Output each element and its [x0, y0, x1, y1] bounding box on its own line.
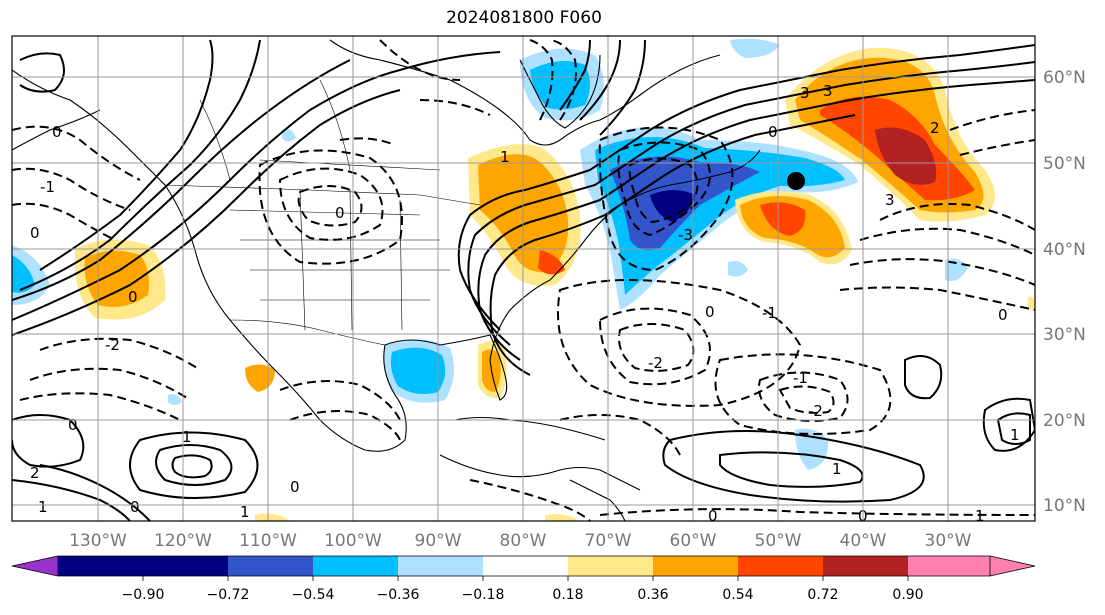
colorbar-extend-low [11, 555, 59, 577]
contour-label: 3 [885, 191, 895, 209]
lat-label: 60°N [1043, 68, 1086, 88]
contour-label: 0 [128, 288, 138, 306]
colorbar-extend-high [989, 555, 1036, 577]
contour-label: -3 [678, 226, 693, 244]
lon-label: 100°W [324, 531, 382, 551]
lon-label: 60°W [670, 531, 717, 551]
lon-label: 50°W [755, 531, 802, 551]
colorbar-tick-label: −0.36 [377, 587, 420, 603]
colorbar-tick-label: −0.72 [207, 587, 250, 603]
contour-label: 1 [1010, 426, 1020, 444]
colorbar-segment [738, 556, 823, 576]
contour-label: 2 [30, 464, 40, 482]
political-borders [164, 79, 481, 346]
contour-label: 0 [768, 123, 778, 141]
anomaly-shading [12, 38, 1035, 521]
contours-negative [12, 39, 1035, 521]
colorbar-segment [143, 556, 228, 576]
lat-label: 30°N [1043, 325, 1086, 345]
colorbar-tick-label: −0.54 [292, 587, 335, 603]
lat-label: 50°N [1043, 154, 1086, 174]
colorbar-segment [58, 556, 143, 576]
colorbar-segment [653, 556, 738, 576]
contour-label: -1 [762, 304, 777, 322]
colorbar-tick-label: −0.18 [462, 587, 505, 603]
lat-label: 20°N [1043, 411, 1086, 431]
contour-label: 1 [240, 503, 250, 521]
contour-labels: 0 -1 0 0 -2 0 -2 -3 3 3 2 3 0 0 -1 -1 -2… [30, 82, 1020, 525]
colorbar-segment [398, 556, 483, 576]
map-title: 2024081800 F060 [446, 8, 602, 28]
contour-label: -2 [105, 336, 120, 354]
longitude-labels: 130°W 120°W 110°W 100°W 90°W 80°W 70°W 6… [69, 531, 972, 551]
contour-label: 3 [823, 82, 833, 100]
colorbar-segment [483, 556, 568, 576]
lon-label: 120°W [154, 531, 212, 551]
contour-label: -2 [808, 402, 823, 420]
lat-label: 40°N [1043, 240, 1086, 260]
contour-label: 0 [290, 478, 300, 496]
contour-label: 1 [975, 507, 985, 525]
colorbar-segment [228, 556, 313, 576]
contour-label: 0 [52, 123, 62, 141]
lon-label: 130°W [69, 531, 127, 551]
contour-label: 1 [38, 498, 48, 516]
location-marker [787, 172, 805, 190]
contour-label: 0 [998, 306, 1008, 324]
coastlines [12, 39, 761, 521]
lon-label: 110°W [239, 531, 297, 551]
contour-label: 1 [182, 428, 192, 446]
colorbar-tick-label: 0.36 [637, 587, 668, 603]
contours-positive [12, 39, 1035, 521]
colorbar-tick-label: 0.18 [552, 587, 583, 603]
colorbar: −0.90 −0.72 −0.54 −0.36 −0.18 0.18 0.36 … [11, 555, 1036, 603]
contour-label: 3 [800, 84, 810, 102]
lon-label: 90°W [415, 531, 462, 551]
contour-label: 0 [130, 498, 140, 516]
graticule [12, 36, 1035, 521]
colorbar-segment [823, 556, 908, 576]
contour-label: -1 [793, 369, 808, 387]
lon-label: 80°W [500, 531, 547, 551]
colorbar-segment [313, 556, 398, 576]
colorbar-tick-label: 0.72 [807, 587, 838, 603]
contour-label: 0 [335, 204, 345, 222]
contour-label: 0 [708, 507, 718, 525]
colorbar-tick-label: −0.90 [122, 587, 165, 603]
contour-label: 0 [30, 224, 40, 242]
contour-label: 1 [500, 148, 510, 166]
colorbar-segment [908, 556, 990, 576]
colorbar-tick-label: 0.90 [892, 587, 923, 603]
lon-label: 30°W [925, 531, 972, 551]
contour-label: 0 [68, 416, 78, 434]
latitude-labels: 60°N 50°N 40°N 30°N 20°N 10°N [1043, 68, 1086, 516]
contour-label: -2 [648, 354, 663, 372]
lon-label: 40°W [840, 531, 887, 551]
contour-label: -1 [40, 178, 55, 196]
lat-label: 10°N [1043, 496, 1086, 516]
contour-label: 1 [832, 460, 842, 478]
colorbar-segment [568, 556, 653, 576]
colorbar-tick-label: 0.54 [722, 587, 753, 603]
contour-label: 0 [705, 303, 715, 321]
lon-label: 70°W [585, 531, 632, 551]
contour-label: 2 [930, 119, 940, 137]
